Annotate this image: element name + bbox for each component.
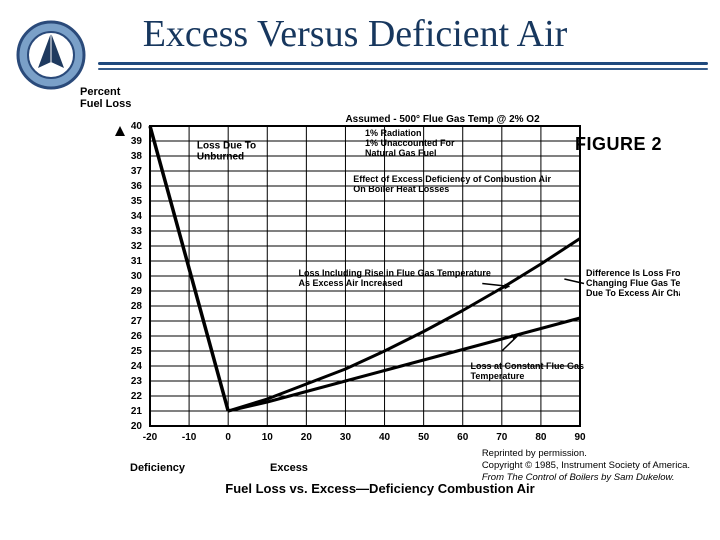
svg-text:22: 22: [131, 391, 143, 402]
title-bar: Excess Versus Deficient Air: [0, 0, 720, 78]
svg-text:0: 0: [225, 432, 231, 443]
credit-line: Copyright © 1985, Instrument Society of …: [482, 460, 690, 472]
svg-text:20: 20: [131, 421, 143, 432]
brand-logo-icon: [16, 20, 86, 90]
svg-text:-10: -10: [182, 432, 197, 443]
slide: { "slide": { "title": "Excess Versus Def…: [0, 0, 720, 540]
svg-text:33: 33: [131, 226, 143, 237]
title-rule: [98, 62, 708, 65]
svg-text:26: 26: [131, 331, 143, 342]
svg-text:10: 10: [262, 432, 274, 443]
svg-text:Loss Due To: Loss Due To: [197, 141, 256, 152]
x-sublabel-excess: Excess: [270, 462, 308, 474]
svg-text:35: 35: [131, 196, 143, 207]
svg-text:28: 28: [131, 301, 143, 312]
svg-text:Unburned: Unburned: [197, 152, 244, 163]
svg-text:Difference Is Loss From: Difference Is Loss From: [586, 268, 680, 278]
svg-text:40: 40: [379, 432, 391, 443]
slide-title: Excess Versus Deficient Air: [0, 12, 710, 56]
svg-text:50: 50: [418, 432, 430, 443]
svg-text:Natural Gas Fuel: Natural Gas Fuel: [365, 148, 437, 158]
credit-line: Reprinted by permission.: [482, 448, 690, 460]
svg-text:40: 40: [131, 121, 143, 132]
svg-text:27: 27: [131, 316, 143, 327]
svg-text:Due To Excess Air Change: Due To Excess Air Change: [586, 288, 680, 298]
line-chart: -20 -10 0 10 20 30 40 50 60 70 80 90 20 21 22 23 24 25 26 2…: [80, 86, 680, 486]
credit-line: From The Control of Boilers by Sam Dukel…: [482, 472, 690, 484]
svg-text:37: 37: [131, 166, 143, 177]
svg-text:38: 38: [131, 151, 143, 162]
svg-text:34: 34: [131, 211, 143, 222]
svg-text:1% Radiation: 1% Radiation: [365, 128, 422, 138]
chart-container: Percent Fuel Loss FIGURE 2 -20-100102030…: [80, 86, 680, 486]
svg-text:Changing Flue Gas Temp.: Changing Flue Gas Temp.: [586, 278, 680, 288]
svg-text:As Excess Air Increased: As Excess Air Increased: [299, 278, 403, 288]
svg-text:30: 30: [340, 432, 352, 443]
svg-text:31: 31: [131, 256, 143, 267]
svg-text:21: 21: [131, 406, 143, 417]
svg-text:80: 80: [535, 432, 547, 443]
svg-text:Temperature: Temperature: [471, 371, 525, 381]
svg-text:90: 90: [574, 432, 586, 443]
svg-text:70: 70: [496, 432, 508, 443]
credit-block: Reprinted by permission. Copyright © 198…: [482, 448, 690, 484]
svg-text:25: 25: [131, 346, 143, 357]
svg-text:23: 23: [131, 376, 143, 387]
svg-text:Loss Including Rise in Flue Ga: Loss Including Rise in Flue Gas Temperat…: [299, 268, 491, 278]
svg-text:60: 60: [457, 432, 469, 443]
svg-text:-20: -20: [143, 432, 158, 443]
svg-text:24: 24: [131, 361, 143, 372]
svg-text:On Boiler Heat Losses: On Boiler Heat Losses: [353, 184, 449, 194]
svg-text:30: 30: [131, 271, 143, 282]
svg-text:20: 20: [301, 432, 313, 443]
svg-text:36: 36: [131, 181, 143, 192]
title-rule-2: [98, 68, 708, 70]
svg-text:29: 29: [131, 286, 143, 297]
svg-text:Assumed - 500° Flue Gas Temp @: Assumed - 500° Flue Gas Temp @ 2% O2: [345, 114, 540, 125]
svg-text:1% Unaccounted For: 1% Unaccounted For: [365, 138, 455, 148]
svg-text:Effect of Excess Deficiency of: Effect of Excess Deficiency of Combustio…: [353, 174, 551, 184]
x-sublabel-deficiency: Deficiency: [130, 462, 185, 474]
svg-text:39: 39: [131, 136, 143, 147]
svg-text:32: 32: [131, 241, 143, 252]
svg-text:Loss at Constant Flue Gas: Loss at Constant Flue Gas: [471, 361, 585, 371]
